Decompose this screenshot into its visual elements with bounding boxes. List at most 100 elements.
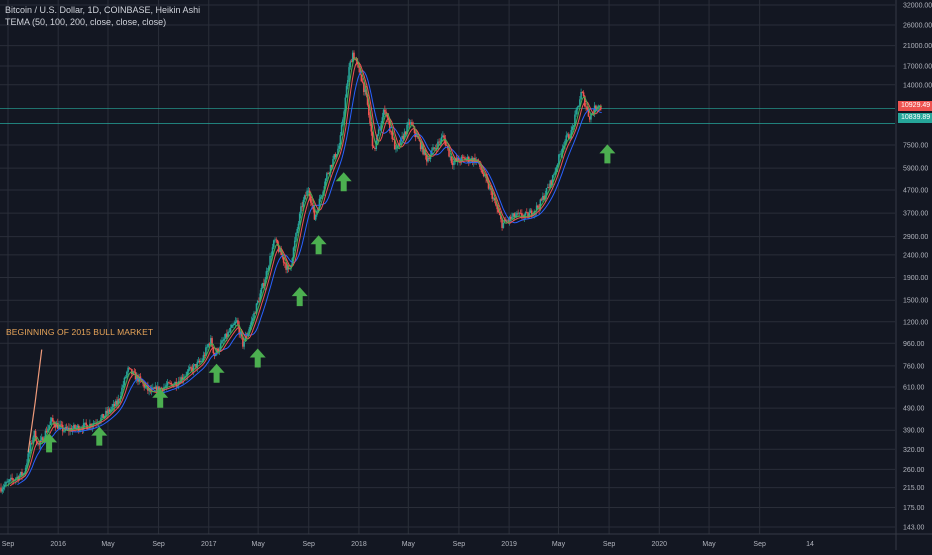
- y-tick-label: 175.00: [903, 505, 925, 512]
- candle-body: [529, 210, 532, 213]
- candle-body: [590, 113, 592, 120]
- candle-body: [233, 323, 236, 326]
- candle-body: [542, 195, 544, 201]
- candle-body: [514, 215, 517, 217]
- candle-body: [128, 367, 131, 369]
- candle-body: [345, 86, 348, 98]
- candle-body: [570, 130, 573, 139]
- candle-body: [366, 94, 369, 105]
- candle-body: [24, 467, 27, 474]
- x-tick-label: May: [402, 541, 416, 548]
- candle-body: [314, 214, 317, 220]
- candle-body: [417, 135, 419, 139]
- candle-body: [86, 425, 89, 430]
- candle-body: [400, 137, 402, 145]
- candle-body: [437, 141, 439, 150]
- candle-body: [311, 202, 313, 206]
- candle-body: [372, 146, 375, 148]
- candle-body: [33, 430, 36, 438]
- candle-body: [118, 399, 121, 401]
- candle-body: [328, 172, 331, 174]
- candle-body: [386, 114, 389, 118]
- candle-body: [207, 343, 210, 347]
- y-tick-label: 4700.00: [903, 188, 928, 195]
- candle-body: [272, 240, 275, 248]
- x-tick-label: Sep: [453, 541, 466, 548]
- x-tick-label: 2019: [501, 541, 517, 548]
- candle-body: [126, 371, 128, 378]
- candle-body: [242, 336, 244, 347]
- candle-body: [574, 114, 576, 126]
- candle-body: [451, 162, 454, 166]
- candle-body: [380, 124, 382, 130]
- candle-body: [37, 443, 39, 444]
- y-tick-label: 3700.00: [903, 211, 928, 218]
- candle-body: [348, 67, 350, 81]
- candle-body: [300, 206, 302, 214]
- candle-body: [114, 400, 117, 407]
- candle-body: [237, 320, 239, 326]
- candle-body: [293, 240, 296, 248]
- candle-body: [442, 135, 444, 138]
- candle-body: [240, 331, 243, 337]
- candle-body: [66, 427, 69, 429]
- candle-body: [370, 123, 373, 132]
- candle-body: [327, 173, 329, 175]
- candle-body: [458, 157, 460, 161]
- x-tick-label: 2018: [351, 541, 367, 548]
- candle-body: [74, 424, 76, 429]
- candle-body: [68, 427, 70, 431]
- candle-body: [513, 213, 516, 217]
- candle-body: [419, 140, 422, 150]
- candle-body: [369, 115, 371, 124]
- candle-body: [450, 156, 453, 163]
- tema-200-line: [17, 70, 602, 486]
- candle-body: [397, 143, 400, 147]
- candle-body: [307, 190, 310, 192]
- candle-body: [21, 471, 23, 476]
- y-tick-label: 490.00: [903, 406, 925, 413]
- candle-body: [339, 135, 342, 146]
- up-arrow-icon: [249, 348, 266, 368]
- candle-body: [567, 134, 570, 139]
- candle-body: [409, 122, 412, 125]
- candle-body: [575, 109, 577, 115]
- candle-body: [585, 106, 587, 108]
- candle-body: [282, 257, 285, 263]
- candle-body: [222, 340, 224, 342]
- candle-body: [545, 188, 548, 196]
- candle-body: [82, 423, 85, 430]
- candle-body: [432, 147, 434, 151]
- candle-body: [302, 199, 305, 207]
- candle-body: [123, 377, 126, 386]
- tema-50-line: [5, 57, 602, 487]
- candle-body: [519, 212, 522, 214]
- candle-body: [344, 97, 347, 112]
- x-tick-label: 14: [806, 541, 814, 548]
- candle-body: [333, 154, 336, 160]
- candle-body: [3, 484, 6, 488]
- candle-body: [234, 321, 237, 324]
- candle-body: [39, 439, 42, 445]
- candle-body: [558, 154, 560, 165]
- candle-body: [181, 377, 184, 380]
- candle-body: [390, 130, 392, 132]
- candle-body: [280, 248, 282, 256]
- candle-body: [359, 67, 361, 75]
- candle-body: [493, 198, 496, 201]
- candle-body: [392, 139, 395, 140]
- candle-body: [540, 199, 543, 201]
- candle-body: [65, 427, 68, 429]
- x-tick-label: May: [101, 541, 115, 548]
- x-tick-label: Sep: [152, 541, 165, 548]
- candle-body: [119, 396, 122, 400]
- candle-body: [337, 148, 339, 155]
- candle-body: [22, 473, 25, 476]
- candle-body: [261, 283, 264, 289]
- candle-body: [292, 247, 295, 259]
- candle-body: [27, 453, 29, 464]
- y-tick-label: 215.00: [903, 485, 925, 492]
